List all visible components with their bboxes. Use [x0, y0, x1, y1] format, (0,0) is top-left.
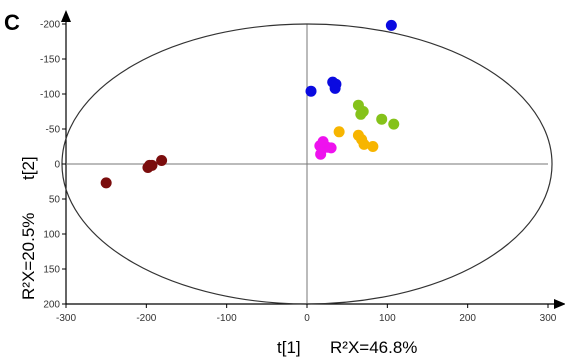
x-axis-r2-label: R²X=46.8% [330, 338, 417, 357]
x-axis-arrow [554, 299, 565, 309]
x-tick-label: -100 [217, 313, 237, 324]
y-tick-label: -150 [40, 55, 60, 66]
data-point [367, 141, 379, 152]
data-point [376, 113, 388, 125]
x-tick-label: 0 [304, 313, 310, 324]
data-point [329, 82, 341, 94]
tick-layer: -300 -200 -100 0 100 200 300 -200 -150 -100 -50 0 50… [40, 20, 557, 325]
y-tick-label: 50 [49, 195, 61, 206]
data-point [315, 148, 327, 160]
data-point [100, 177, 112, 189]
data-point [355, 108, 367, 120]
data-point [352, 129, 364, 141]
y-axis-arrow [61, 10, 71, 22]
y-tick-label: -200 [40, 20, 60, 31]
data-point [352, 99, 364, 111]
y-axis-label: t[2] [19, 156, 38, 180]
data-point [385, 19, 397, 31]
y-tick-label: -50 [46, 125, 61, 136]
x-axis-label: t[1] [277, 338, 301, 357]
panel-label: C [4, 10, 20, 35]
data-point [305, 85, 317, 97]
data-point [156, 155, 168, 166]
data-points [100, 19, 400, 189]
x-tick-label: 100 [379, 313, 396, 324]
data-point [317, 136, 329, 148]
y-tick-label: 200 [43, 300, 60, 311]
x-tick-label: 200 [459, 313, 476, 324]
y-tick-label: 100 [43, 230, 60, 241]
x-tick-label: -200 [136, 313, 156, 324]
x-tick-label: -300 [56, 313, 76, 324]
y-tick-label: 150 [43, 265, 60, 276]
y-tick-label: -100 [40, 90, 60, 101]
data-point [146, 159, 158, 171]
data-point [388, 118, 400, 130]
y-axis-r2-label: R²X=20.5% [19, 213, 38, 300]
data-point [325, 142, 337, 154]
data-point [333, 126, 345, 138]
y-tick-label: 0 [54, 160, 60, 171]
x-tick-label: 300 [540, 313, 557, 324]
